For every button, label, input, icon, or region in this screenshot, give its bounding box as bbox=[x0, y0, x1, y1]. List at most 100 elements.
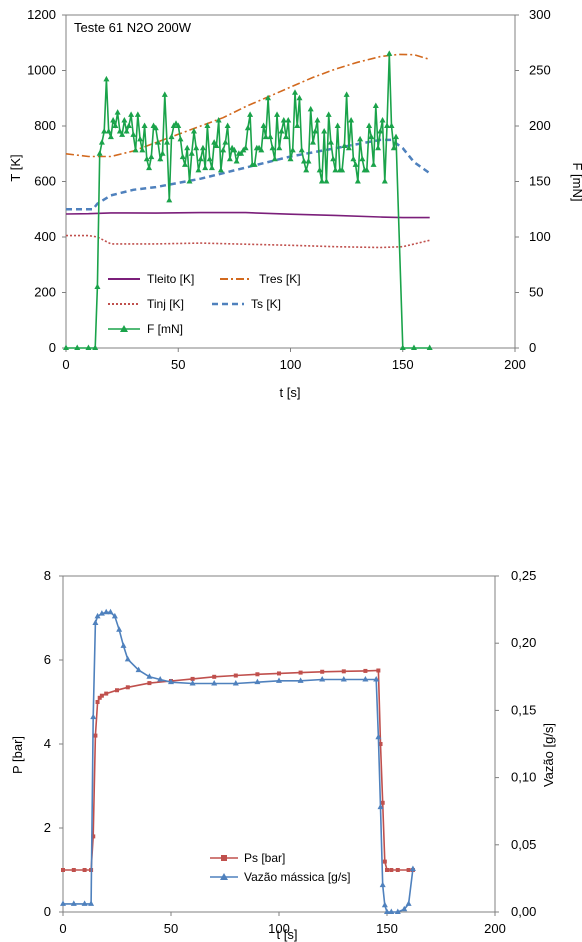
data-point bbox=[135, 666, 142, 673]
legend-item-ps: Ps [bar] bbox=[210, 851, 285, 865]
data-point bbox=[276, 144, 283, 151]
data-point bbox=[409, 865, 416, 871]
data-point bbox=[334, 122, 341, 128]
data-point bbox=[287, 155, 294, 162]
data-point bbox=[186, 178, 193, 184]
data-point bbox=[224, 122, 231, 128]
data-point bbox=[327, 139, 334, 145]
data-point bbox=[120, 642, 127, 648]
data-point bbox=[115, 688, 119, 693]
y-tick-labels: 0 200 400 600 800 1000 1200 bbox=[27, 7, 66, 355]
data-point bbox=[254, 678, 261, 685]
y-tick-label: 800 bbox=[34, 118, 56, 133]
data-point bbox=[199, 144, 206, 151]
data-point bbox=[388, 122, 395, 128]
data-point bbox=[251, 161, 258, 167]
data-point bbox=[116, 626, 123, 632]
data-point bbox=[314, 116, 321, 123]
data-point bbox=[105, 128, 112, 134]
legend-item-force: F [mN] bbox=[108, 322, 183, 336]
data-point bbox=[384, 908, 390, 914]
data-point bbox=[395, 868, 400, 872]
data-point bbox=[137, 135, 144, 142]
data-point bbox=[70, 900, 77, 906]
data-point bbox=[381, 178, 388, 184]
data-point bbox=[406, 868, 411, 872]
data-point bbox=[220, 146, 227, 153]
x-tick-label: 150 bbox=[392, 357, 414, 372]
data-point bbox=[202, 164, 209, 171]
data-point bbox=[103, 75, 110, 82]
data-point bbox=[107, 608, 114, 615]
y-tick-label: 400 bbox=[34, 229, 56, 244]
data-point bbox=[146, 673, 153, 679]
data-point bbox=[71, 868, 76, 872]
data-point bbox=[325, 111, 332, 117]
data-point bbox=[283, 133, 290, 140]
data-point bbox=[354, 178, 361, 184]
data-point bbox=[343, 91, 350, 97]
data-point bbox=[232, 680, 239, 686]
data-point bbox=[92, 344, 99, 350]
svg-text:F [mN]: F [mN] bbox=[147, 322, 183, 336]
data-point bbox=[63, 344, 69, 350]
data-point bbox=[341, 142, 348, 148]
data-point bbox=[345, 144, 352, 151]
legend: Ps [bar] Vazão mássica [g/s] bbox=[210, 851, 351, 884]
data-point bbox=[278, 128, 285, 134]
x-tick-label: 0 bbox=[62, 357, 69, 372]
data-point bbox=[141, 122, 148, 128]
data-point bbox=[258, 146, 265, 153]
data-point bbox=[139, 146, 146, 153]
data-point bbox=[399, 344, 406, 350]
series-line-ts-k bbox=[66, 138, 431, 211]
data-point bbox=[285, 116, 292, 123]
series-line-ps-bar bbox=[63, 669, 413, 871]
y-tick-label: 4 bbox=[44, 736, 51, 751]
y2-tick-label: 0,20 bbox=[511, 635, 536, 650]
data-point bbox=[269, 144, 276, 151]
data-point bbox=[271, 155, 278, 162]
data-point bbox=[159, 150, 166, 156]
y-tick-label: 1200 bbox=[27, 7, 56, 22]
y-tick-label: 200 bbox=[34, 285, 56, 300]
y2-tick-labels: 0,00 0,05 0,10 0,15 0,20 0,25 bbox=[495, 568, 536, 919]
data-point bbox=[394, 908, 401, 914]
data-point bbox=[98, 139, 105, 145]
x-tick-labels: 0 50 100 150 200 bbox=[59, 912, 506, 936]
data-point bbox=[193, 144, 200, 151]
data-point bbox=[260, 122, 267, 128]
legend-item-vazao: Vazão mássica [g/s] bbox=[210, 870, 351, 884]
data-point bbox=[161, 91, 168, 97]
data-point bbox=[148, 153, 155, 160]
svg-text:Tres [K]: Tres [K] bbox=[259, 272, 301, 286]
data-point bbox=[110, 116, 117, 123]
x-tick-label: 150 bbox=[376, 921, 398, 936]
data-point bbox=[410, 344, 417, 350]
y-tick-label: 1000 bbox=[27, 63, 56, 78]
data-point bbox=[92, 619, 99, 626]
data-point bbox=[157, 675, 164, 682]
data-point bbox=[393, 133, 400, 140]
data-point bbox=[90, 713, 97, 720]
y2-tick-label: 0,10 bbox=[511, 770, 536, 785]
data-point bbox=[377, 128, 384, 134]
data-point bbox=[426, 344, 433, 350]
data-point bbox=[276, 677, 282, 683]
y-axis-label: P [bar] bbox=[10, 736, 25, 774]
data-point bbox=[143, 155, 150, 162]
data-point bbox=[390, 144, 397, 151]
legend-item-tres: Tres [K] bbox=[220, 272, 301, 286]
legend-item-tinj: Tinj [K] bbox=[108, 297, 184, 311]
y2-tick-label: 300 bbox=[529, 7, 551, 22]
data-point bbox=[319, 675, 326, 682]
y-tick-label: 2 bbox=[44, 820, 51, 835]
data-point bbox=[97, 695, 102, 700]
data-point bbox=[155, 139, 162, 145]
data-point bbox=[368, 133, 375, 140]
data-point bbox=[107, 133, 114, 140]
y2-tick-label: 0,05 bbox=[511, 837, 536, 852]
data-point bbox=[233, 158, 240, 164]
legend-item-tleito: Tleito [K] bbox=[108, 272, 194, 286]
data-point bbox=[231, 146, 238, 153]
